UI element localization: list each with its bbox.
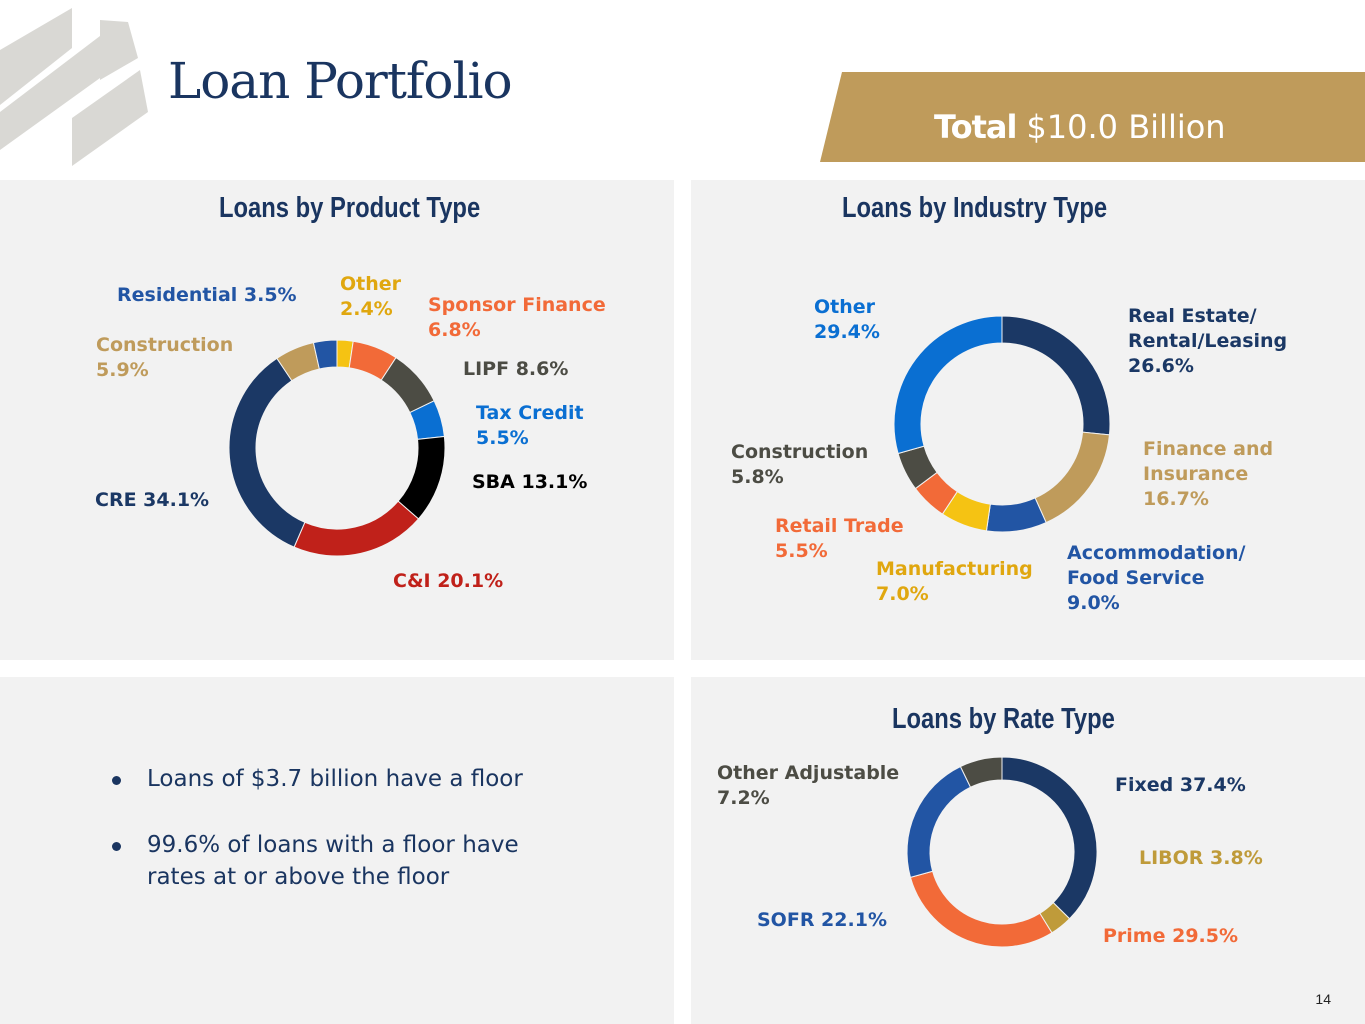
product-type-donut xyxy=(228,339,446,557)
product-type-title: Loans by Product Type xyxy=(219,192,481,224)
slice-real-estate-rental-leasing xyxy=(1001,315,1111,436)
industry-type-donut xyxy=(893,315,1111,533)
company-logo xyxy=(0,8,148,166)
label-construction: Construction 5.8% xyxy=(731,441,869,488)
slice-sba xyxy=(397,435,446,520)
bullet-item: 99.6% of loans with a floor have rates a… xyxy=(112,829,577,893)
rate-type-title: Loans by Rate Type xyxy=(892,703,1115,735)
label-sofr: SOFR 22.1% xyxy=(757,909,887,931)
label-accommodation-food-service: Accommodation/Food Service 9.0% xyxy=(1067,542,1246,614)
label-residential: Residential 3.5% xyxy=(117,284,297,306)
industry-type-panel: Loans by Industry Type Real Estate/Renta… xyxy=(691,180,1365,660)
label-libor: LIBOR 3.8% xyxy=(1139,847,1263,869)
label-other-adjustable: Other Adjustable 7.2% xyxy=(717,762,900,809)
label-sba: SBA 13.1% xyxy=(472,471,588,493)
label-tax-credit: Tax Credit 5.5% xyxy=(476,402,584,449)
slice-finance-and-insurance xyxy=(1034,431,1111,524)
floor-notes-panel: Loans of $3.7 billion have a floor 99.6%… xyxy=(0,677,674,1024)
label-c-i: C&I 20.1% xyxy=(393,570,504,592)
slice-other xyxy=(893,315,1003,455)
label-other: Other 2.4% xyxy=(340,273,402,320)
label-lipf: LIPF 8.6% xyxy=(463,358,569,380)
total-value: $10.0 Billion xyxy=(1026,108,1226,146)
slice-residential xyxy=(312,339,338,370)
page-number: 14 xyxy=(1315,991,1331,1007)
slice-cre xyxy=(228,357,306,548)
slice-fixed xyxy=(1001,756,1098,920)
bullet-list: Loans of $3.7 billion have a floor 99.6%… xyxy=(112,763,632,927)
slice-accommodation-food-service xyxy=(985,497,1047,533)
total-banner: Total $10.0 Billion xyxy=(820,72,1365,162)
label-prime: Prime 29.5% xyxy=(1103,925,1239,947)
label-real-estate-rental-leasing: Real Estate/Rental/Leasing 26.6% xyxy=(1128,305,1288,377)
slice-prime xyxy=(909,870,1053,948)
label-cre: CRE 34.1% xyxy=(95,489,210,511)
slice-other-adjustable xyxy=(959,756,1003,788)
total-label: Total xyxy=(934,108,1017,146)
industry-type-title: Loans by Industry Type xyxy=(842,192,1108,224)
rate-type-panel: Loans by Rate Type Fixed 37.4% LIBOR 3.8%… xyxy=(691,677,1365,1024)
rate-type-donut xyxy=(906,756,1098,948)
slice-c-i xyxy=(293,500,420,557)
label-manufacturing: Manufacturing 7.0% xyxy=(876,558,1033,605)
product-type-panel: Loans by Product Type Other 2.4% Sponsor F… xyxy=(0,180,674,660)
label-finance-and-insurance: Finance and Insurance 16.7% xyxy=(1143,438,1274,510)
label-retail-trade: Retail Trade 5.5% xyxy=(775,515,904,562)
total-amount: Total $10.0 Billion xyxy=(934,108,1226,146)
label-sponsor-finance: Sponsor Finance 6.8% xyxy=(428,294,606,341)
bullet-item: Loans of $3.7 billion have a floor xyxy=(112,763,632,795)
page-title: Loan Portfolio xyxy=(168,52,513,110)
label-fixed: Fixed 37.4% xyxy=(1115,774,1246,796)
label-construction: Construction 5.9% xyxy=(96,334,234,381)
label-other: Other 29.4% xyxy=(814,296,880,343)
slice-sofr xyxy=(906,765,972,878)
